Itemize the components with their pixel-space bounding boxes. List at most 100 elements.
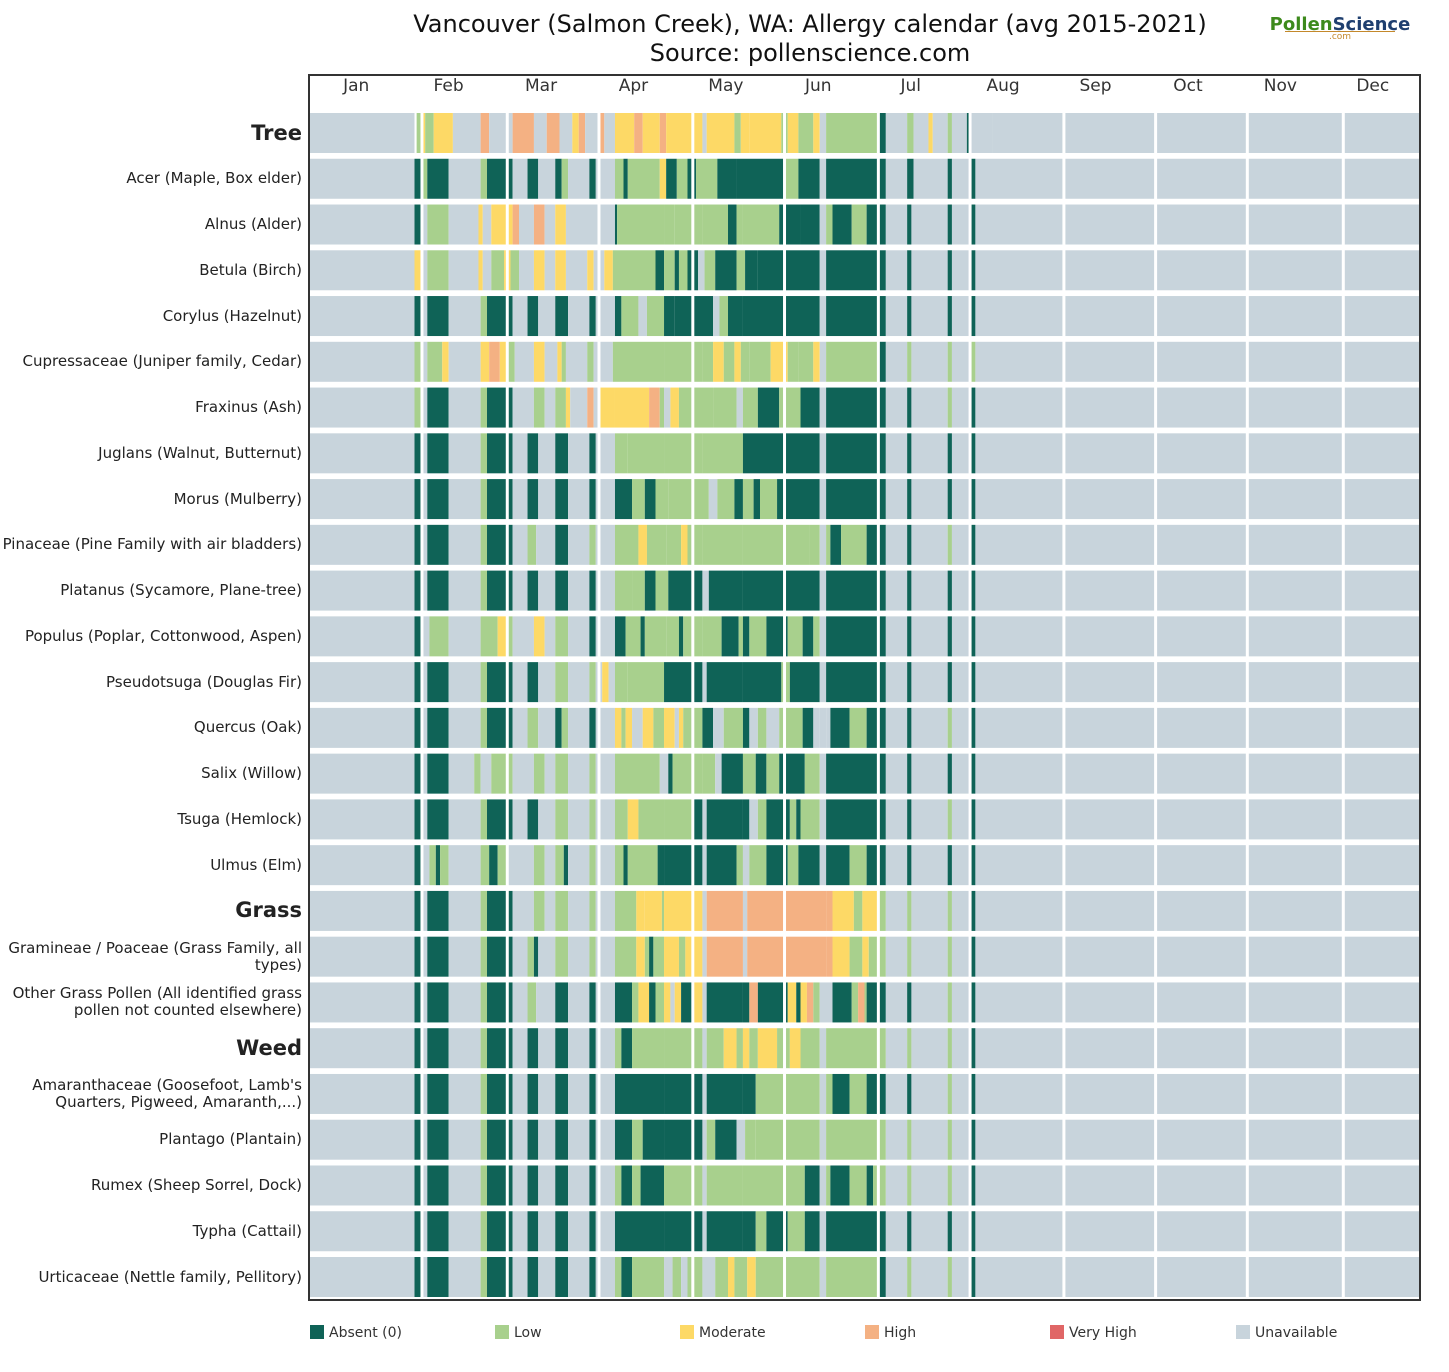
heatmap-cell <box>706 982 743 1023</box>
heatmap-cell <box>947 524 952 565</box>
heatmap-cell <box>702 524 743 565</box>
heatmap-cell <box>742 890 748 931</box>
heatmap-cell <box>713 341 724 382</box>
heatmap-cell <box>907 570 912 611</box>
heatmap-cell <box>448 296 481 337</box>
row-label: Tsuga (Hemlock) <box>177 809 302 828</box>
heatmap-cell <box>568 1119 590 1160</box>
heatmap-cell <box>512 799 528 840</box>
heatmap-cell <box>706 113 735 153</box>
heatmap-cell <box>911 1119 948 1160</box>
heatmap-cell <box>885 982 908 1023</box>
heatmap-cell <box>310 982 415 1023</box>
heatmap-cell <box>766 1211 788 1252</box>
heatmap-cell <box>568 707 590 748</box>
legend-item: Very High <box>1050 1325 1137 1341</box>
heatmap-cell <box>907 296 912 337</box>
heatmap-row <box>310 616 1419 657</box>
heatmap-cell <box>568 296 590 337</box>
heatmap-cell <box>975 250 1419 291</box>
heatmap-cell <box>533 204 545 245</box>
heatmap-cell <box>655 479 669 520</box>
heatmap-cell <box>512 1257 528 1297</box>
heatmap-cell <box>832 204 852 245</box>
heatmap-cell <box>414 936 421 977</box>
heatmap-cell <box>911 433 948 474</box>
heatmap-cell <box>420 341 428 382</box>
heatmap-cell <box>971 570 976 611</box>
heatmap-cell <box>512 570 528 611</box>
heatmap-cell <box>659 753 669 794</box>
heatmap-cell <box>819 570 827 611</box>
heatmap-cell <box>646 524 667 565</box>
heatmap-cell <box>482 250 492 291</box>
heatmap-row <box>310 936 1419 977</box>
heatmap-cell <box>427 1211 449 1252</box>
heatmap-cell <box>614 524 639 565</box>
heatmap-cell <box>638 799 665 840</box>
heatmap-cell <box>975 707 1419 748</box>
heatmap-cell <box>911 1073 948 1114</box>
heatmap-cell <box>538 707 556 748</box>
heatmap-cell <box>742 1211 756 1252</box>
heatmap-cell <box>800 387 820 428</box>
heatmap-row <box>310 1073 1419 1114</box>
heatmap-cell <box>568 616 590 657</box>
heatmap-cell <box>670 982 675 1023</box>
heatmap-cell <box>975 1119 1419 1160</box>
heatmap-cell <box>971 204 976 245</box>
heatmap-cell <box>414 707 421 748</box>
heatmap-cell <box>760 204 780 245</box>
heatmap-cell <box>555 616 569 657</box>
heatmap-cell <box>742 936 748 977</box>
heatmap-cell <box>480 1257 488 1297</box>
heatmap-cell <box>951 982 972 1023</box>
heatmap-cell <box>420 982 428 1023</box>
heatmap-cell <box>907 890 912 931</box>
heatmap-cell <box>885 158 908 199</box>
heatmap-cell <box>971 845 976 886</box>
heatmap-cell <box>734 341 741 382</box>
heatmap-cell <box>702 204 729 245</box>
heatmap-cell <box>595 799 615 840</box>
heatmap-cell <box>851 982 859 1023</box>
heatmap-cell <box>638 982 650 1023</box>
heatmap-cell <box>427 1073 449 1114</box>
heatmap-cell <box>715 1257 729 1297</box>
heatmap-cell <box>951 341 972 382</box>
heatmap-cell <box>595 936 615 977</box>
heatmap-cell <box>527 158 539 199</box>
heatmap-cell <box>427 1165 449 1206</box>
heatmap-cell <box>632 707 643 748</box>
heatmap-cell <box>555 799 569 840</box>
heatmap-cell <box>706 1028 724 1069</box>
heatmap-cell <box>642 113 660 153</box>
heatmap-cell <box>565 341 588 382</box>
heatmap-cell <box>544 890 556 931</box>
heatmap-cell <box>595 296 615 337</box>
heatmap-cell <box>702 341 714 382</box>
heatmap-cell <box>589 799 596 840</box>
pollenscience-logo: PollenScience .com <box>1262 14 1418 42</box>
heatmap-cell <box>555 1165 569 1206</box>
heatmap-cell <box>702 1211 707 1252</box>
heatmap-cell <box>642 1119 665 1160</box>
month-label: Jan <box>343 76 370 96</box>
heatmap-cell <box>830 524 842 565</box>
heatmap-cell <box>589 158 596 199</box>
heatmap-cell <box>420 845 430 886</box>
row-label: Juglans (Walnut, Butternut) <box>98 443 302 462</box>
heatmap-cell <box>885 1073 908 1114</box>
heatmap-cell <box>826 570 886 611</box>
heatmap-cell <box>907 1165 912 1206</box>
month-label: Sep <box>1079 76 1112 96</box>
heatmap-cell <box>555 1028 569 1069</box>
heatmap-cell <box>907 799 912 840</box>
heatmap-cell <box>627 799 639 840</box>
heatmap-cell <box>655 250 665 291</box>
heatmap-cell <box>612 250 656 291</box>
heatmap-cell <box>538 1165 556 1206</box>
heatmap-cell <box>826 204 833 245</box>
heatmap-cell <box>595 845 615 886</box>
heatmap-cell <box>721 616 739 657</box>
